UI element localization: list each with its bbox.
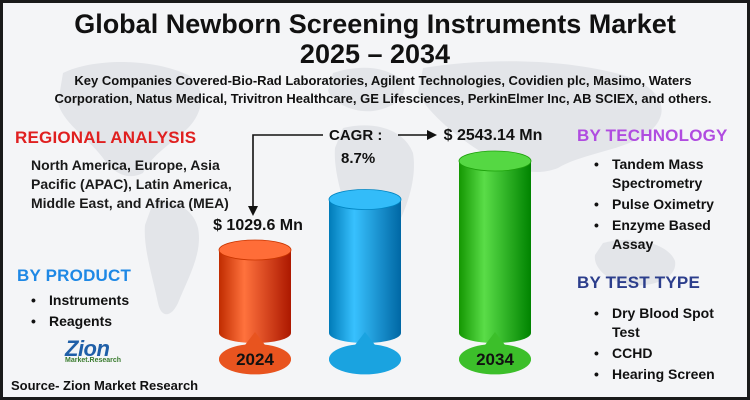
cagr-arrow-head-down [248,206,258,216]
regional-analysis-text: North America, Europe, Asia Pacific (APA… [31,157,232,211]
year-badge-base [219,344,291,374]
list-item: • Hearing Screen [594,366,715,382]
bar-body [459,161,531,343]
by-test-type-heading: BY TEST TYPE [577,273,701,292]
zion-logo: Zion Market.Research [65,336,145,364]
list-item: • Tandem Mass Spectrometry [594,156,704,191]
cagr-arrow [248,130,437,216]
list-item: • CCHD [594,345,653,361]
logo-name: Zion [65,336,110,361]
list-item: • Enzyme Based Assay [594,217,711,252]
list-item: • Dry Blood Spot Test [594,305,714,340]
by-product-heading: BY PRODUCT [17,266,132,285]
cagr-value: 8.7% [341,150,375,167]
year-badge-base [459,344,531,374]
bar-middle [328,189,402,343]
cagr-arrow-line [252,134,323,208]
page-title: Global Newborn Screening Instruments Mar… [74,9,676,39]
bar-top [218,239,292,261]
value-label: $ 2543.14 Mn [444,127,543,144]
year-label: 2024 [236,350,274,369]
list-item: • Reagents [31,313,113,329]
bar-2034 [458,150,532,343]
year-label: 2034 [476,350,514,369]
year-badge-base [329,344,401,374]
bar-top [328,189,402,210]
logo-subtext: Market.Research [65,357,122,364]
key-companies-text: Key Companies Covered-Bio-Rad Laboratori… [54,73,712,106]
bar-body [219,250,291,343]
bar-top [458,150,532,172]
chart-bars: 2024 $ 1029.6 Mn 2034 $ 2543.14 Mn [213,127,543,375]
cagr-label: CAGR : [329,127,382,144]
by-technology-heading: BY TECHNOLOGY [577,126,728,145]
source-text: Source- Zion Market Research [11,378,199,393]
bullet-icon: • [594,217,599,233]
regional-analysis-heading: REGIONAL ANALYSIS [15,128,197,147]
cagr-arrow-head-right [427,130,437,140]
bullet-icon: • [594,366,599,382]
bar-2024 [218,239,292,343]
bullet-icon: • [31,292,36,308]
bullet-icon: • [594,156,599,172]
bar-body [329,199,401,343]
bullet-icon: • [594,345,599,361]
by-test-type-list: • Dry Blood Spot Test • CCHD • Hearing Scre… [590,304,745,386]
page-title-years: 2025 – 2034 [299,39,451,69]
bullet-icon: • [594,305,599,321]
list-item: • Pulse Oximetry [594,196,714,212]
market-chart: CAGR : 8.7% 2024 $ 1029.6 Mn 2034 $ 2543.14… [213,127,543,375]
value-label: $ 1029.6 Mn [213,217,303,234]
bullet-icon: • [31,313,36,329]
by-technology-list: • Tandem Mass Spectrometry • Pulse Oximetr… [590,155,745,256]
by-product-list: • Instruments • Reagents [27,291,207,333]
bullet-icon: • [594,196,599,212]
list-item: • Instruments [31,292,130,308]
